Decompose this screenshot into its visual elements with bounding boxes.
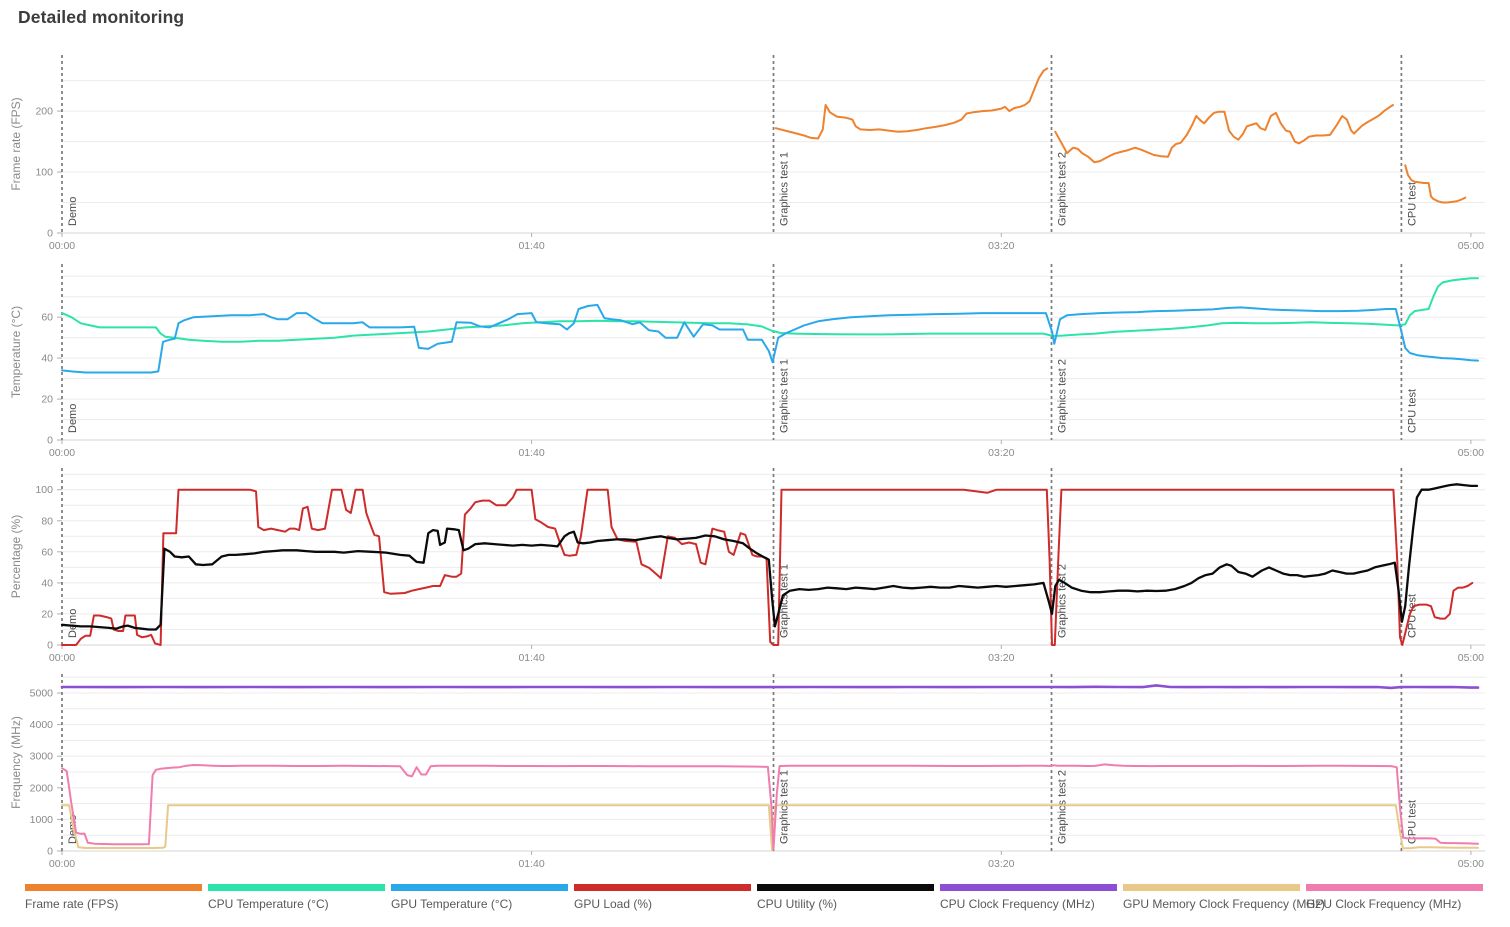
y-tick-label: 0 — [47, 640, 53, 652]
x-tick-label: 01:40 — [518, 447, 544, 459]
y-tick-label: 1000 — [30, 814, 54, 826]
chart-percentage: 0 20 40 60 80 100 00:00 01:40 03:20 05:00 Percenta… — [9, 468, 1485, 664]
legend-item-gpu-memory-clock-frequency[interactable]: GPU Memory Clock Frequency (MHz) — [1123, 884, 1326, 911]
chart-temperature: 0 20 40 60 00:00 01:40 03:20 05:00 Temperature (… — [9, 264, 1485, 459]
x-tick-label: 01:40 — [518, 858, 544, 870]
legend: Frame rate (FPS) CPU Temperature (°C) GPU … — [25, 884, 1495, 911]
legend-label: GPU Load (%) — [574, 897, 653, 911]
x-tick-label: 05:00 — [1458, 447, 1484, 459]
legend-swatch-cpu-utility — [757, 884, 934, 891]
legend-swatch-gpu-clock-frequency — [1306, 884, 1483, 891]
phase-label: Graphics test 2 — [1057, 770, 1069, 844]
y-tick-label: 0 — [47, 228, 53, 240]
x-tick-label: 05:00 — [1458, 240, 1484, 252]
x-tick-label: 03:20 — [988, 652, 1014, 664]
y-axis-title: Temperature (°C) — [9, 306, 23, 398]
y-tick-label: 80 — [41, 515, 53, 527]
y-tick-label: 4000 — [30, 719, 54, 731]
legend-item-gpu-clock-frequency[interactable]: GPU Clock Frequency (MHz) — [1306, 884, 1489, 911]
y-tick-label: 20 — [41, 394, 53, 406]
y-tick-label: 20 — [41, 608, 53, 620]
x-tick-label: 00:00 — [49, 447, 75, 459]
phase-label: Graphics test 2 — [1057, 359, 1069, 433]
chart-frequency: 0 1000 2000 3000 4000 5000 00:00 01:40 03:20 05:0… — [9, 674, 1485, 870]
phase-label: Demo — [67, 609, 79, 638]
phase-label: CPU test — [1406, 389, 1418, 433]
legend-swatch-cpu-clock-frequency — [940, 884, 1117, 891]
legend-item-cpu-utility[interactable]: CPU Utility (%) — [757, 884, 940, 911]
series-gpu-load-line — [61, 488, 1474, 646]
legend-swatch-gpu-load — [574, 884, 751, 891]
legend-swatch-gpu-memory-clock-frequency — [1123, 884, 1300, 891]
legend-label: CPU Utility (%) — [757, 897, 837, 911]
x-tick-label: 03:20 — [988, 858, 1014, 870]
y-axis-title: Percentage (%) — [9, 515, 23, 598]
series-gpu-temperature-line — [61, 303, 1479, 374]
y-tick-label: 5000 — [30, 688, 54, 700]
x-tick-label: 01:40 — [518, 240, 544, 252]
phase-label: Graphics test 2 — [1057, 152, 1069, 226]
phase-label: CPU test — [1406, 594, 1418, 638]
y-tick-label: 2000 — [30, 782, 54, 794]
legend-item-frame-rate[interactable]: Frame rate (FPS) — [25, 884, 208, 911]
legend-item-gpu-load[interactable]: GPU Load (%) — [574, 884, 757, 911]
legend-item-cpu-clock-frequency[interactable]: CPU Clock Frequency (MHz) — [940, 884, 1123, 911]
x-tick-label: 05:00 — [1458, 652, 1484, 664]
legend-label: CPU Temperature (°C) — [208, 897, 329, 911]
phase-label: CPU test — [1406, 800, 1418, 844]
page-title: Detailed monitoring — [18, 7, 185, 27]
phase-label: Graphics test 1 — [779, 770, 791, 844]
x-tick-label: 03:20 — [988, 240, 1014, 252]
legend-item-cpu-temperature[interactable]: CPU Temperature (°C) — [208, 884, 391, 911]
y-tick-label: 100 — [35, 484, 53, 496]
series-cpu-utility-line — [60, 483, 1479, 631]
series-gpu-clock-line — [61, 763, 1479, 851]
y-tick-label: 60 — [41, 312, 53, 324]
legend-swatch-frame-rate — [25, 884, 202, 891]
y-tick-label: 100 — [35, 167, 53, 179]
y-tick-label: 0 — [47, 435, 53, 447]
chart-frame-rate: 0 100 200 00:00 01:40 03:20 05:00 Frame rate (F… — [9, 55, 1485, 252]
y-tick-label: 60 — [41, 546, 53, 558]
legend-swatch-cpu-temperature — [208, 884, 385, 891]
x-tick-label: 03:20 — [988, 447, 1014, 459]
legend-swatch-gpu-temperature — [391, 884, 568, 891]
phase-label: Demo — [67, 404, 79, 433]
x-tick-label: 01:40 — [518, 652, 544, 664]
series-cpu-clock-line — [60, 684, 1480, 690]
series-gpu-memory-clock-line — [61, 804, 1479, 852]
legend-item-gpu-temperature[interactable]: GPU Temperature (°C) — [391, 884, 574, 911]
phase-label: CPU test — [1406, 182, 1418, 226]
y-axis-title: Frequency (MHz) — [9, 716, 23, 809]
legend-label: GPU Memory Clock Frequency (MHz) — [1123, 897, 1326, 911]
series-frame-rate-line — [1054, 104, 1394, 164]
phase-label: Graphics test 1 — [779, 152, 791, 226]
x-tick-label: 00:00 — [49, 858, 75, 870]
phase-label: Graphics test 1 — [779, 359, 791, 433]
legend-label: GPU Temperature (°C) — [391, 897, 513, 911]
y-tick-label: 40 — [41, 353, 53, 365]
legend-label: CPU Clock Frequency (MHz) — [940, 897, 1095, 911]
phase-label: Graphics test 1 — [779, 564, 791, 638]
x-tick-label: 00:00 — [49, 652, 75, 664]
legend-label: GPU Clock Frequency (MHz) — [1306, 897, 1462, 911]
y-axis-title: Frame rate (FPS) — [9, 97, 23, 190]
phase-label: Demo — [67, 197, 79, 226]
series-frame-rate-line — [1404, 164, 1467, 204]
y-tick-label: 3000 — [30, 751, 54, 763]
series-frame-rate-line — [774, 67, 1049, 140]
y-tick-label: 200 — [35, 106, 53, 118]
y-tick-label: 0 — [47, 846, 53, 858]
x-tick-label: 05:00 — [1458, 858, 1484, 870]
y-tick-label: 40 — [41, 577, 53, 589]
x-tick-label: 00:00 — [49, 240, 75, 252]
legend-label: Frame rate (FPS) — [25, 897, 119, 911]
